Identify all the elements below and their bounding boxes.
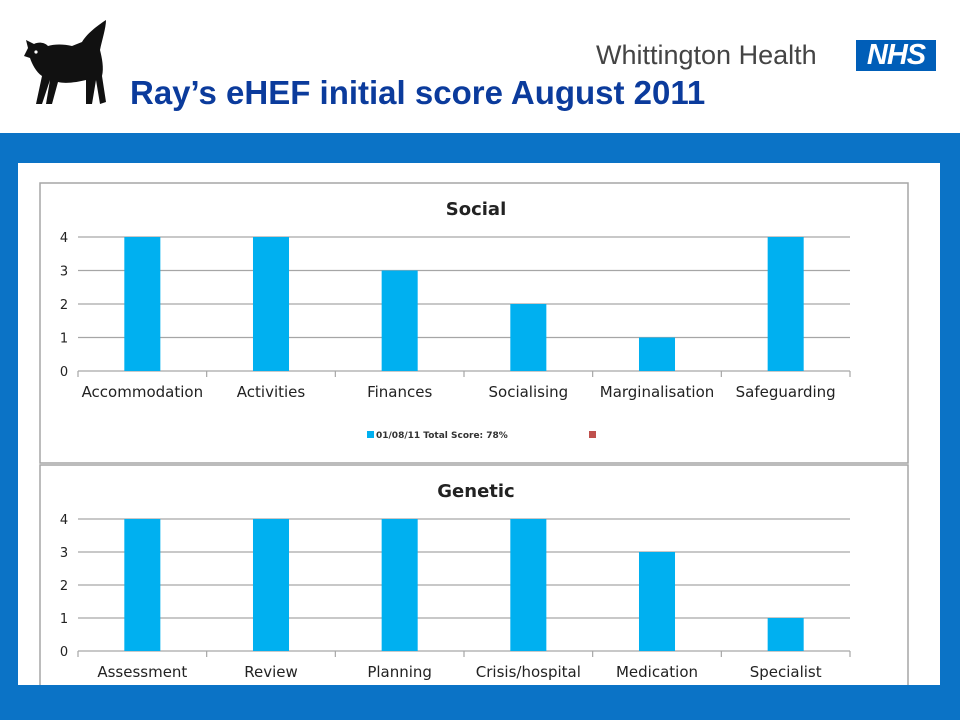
- genetic-category-label: Assessment: [97, 663, 187, 681]
- blue-footer-band: [0, 685, 960, 720]
- nhs-logo: NHS: [856, 40, 936, 71]
- genetic-bar: [767, 618, 804, 651]
- social-category-label: Activities: [237, 383, 306, 401]
- chart-panel: Social 0 1 2 3 4 Accommodation Activities Finan…: [18, 163, 940, 685]
- genetic-bar: [124, 519, 161, 651]
- legend-swatch-second: [589, 431, 596, 438]
- social-bar: [381, 270, 418, 371]
- genetic-y-tick-label: 2: [60, 579, 68, 594]
- legend-swatch-series: [367, 431, 374, 438]
- social-bar: [510, 304, 547, 371]
- genetic-category-label: Review: [244, 663, 298, 681]
- genetic-category-label: Medication: [616, 663, 698, 681]
- social-y-tick-label: 0: [60, 365, 68, 380]
- social-bar: [638, 337, 676, 371]
- social-category-label: Socialising: [489, 383, 569, 401]
- genetic-category-label: Specialist: [750, 663, 822, 681]
- genetic-bar: [381, 519, 418, 651]
- charts-canvas: Social 0 1 2 3 4 Accommodation Activities Finan…: [39, 182, 909, 685]
- legend-label-series: 01/08/11 Total Score: 78%: [376, 431, 508, 441]
- social-bar: [767, 237, 804, 371]
- org-name: Whittington Health: [596, 40, 817, 70]
- genetic-category-label: Planning: [367, 663, 432, 681]
- genetic-y-tick-label: 1: [60, 612, 68, 627]
- social-category-label: Finances: [367, 383, 432, 401]
- genetic-chart-frame: [39, 464, 909, 685]
- genetic-y-tick-label: 4: [60, 513, 68, 528]
- black-cat-icon: [24, 20, 106, 104]
- social-y-tick-label: 1: [60, 332, 68, 347]
- social-category-label: Marginalisation: [600, 383, 715, 401]
- slide-header: Ray’s eHEF initial score August 2011 Whi…: [0, 0, 960, 133]
- social-y-tick-label: 4: [60, 231, 68, 246]
- genetic-bar: [510, 519, 547, 651]
- genetic-y-tick-label: 3: [60, 546, 68, 561]
- social-chart-title: Social: [446, 199, 507, 220]
- social-category-label: Accommodation: [82, 383, 204, 401]
- genetic-bar: [252, 519, 290, 651]
- social-category-label: Safeguarding: [736, 383, 836, 401]
- genetic-chart: 0 1 2 3 4 Assessment Review Planning Crisis/hosp…: [60, 513, 851, 681]
- social-y-tick-label: 3: [60, 265, 68, 280]
- social-chart: 0 1 2 3 4 Accommodation Activities Finances Soci…: [60, 231, 851, 401]
- slide-title: Ray’s eHEF initial score August 2011: [130, 74, 706, 111]
- genetic-bar: [638, 552, 676, 651]
- social-bar: [124, 237, 161, 371]
- social-bar: [252, 237, 290, 371]
- social-chart-frame: [39, 182, 909, 464]
- genetic-category-label: Crisis/hospital: [476, 663, 581, 681]
- genetic-chart-title: Genetic: [437, 481, 514, 502]
- genetic-y-tick-label: 0: [60, 645, 68, 660]
- social-y-tick-label: 2: [60, 298, 68, 313]
